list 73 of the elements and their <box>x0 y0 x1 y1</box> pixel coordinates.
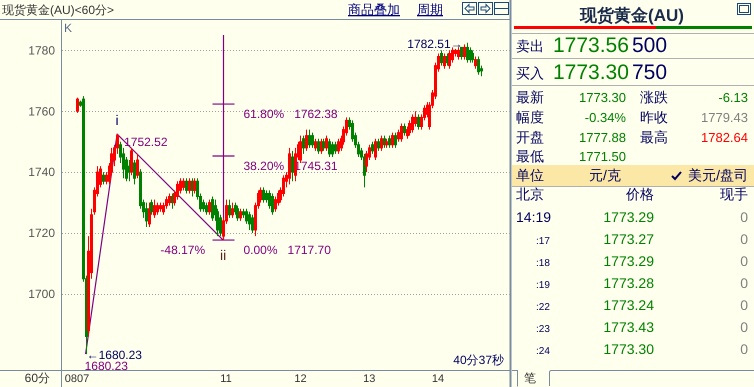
text: 1773.27 <box>603 231 654 247</box>
text: 1773.30 <box>553 61 629 84</box>
text: :23 <box>536 324 550 335</box>
annotation: 1782.51→ <box>407 36 463 51</box>
text: 单位 <box>516 167 544 183</box>
text: 最低 <box>516 148 544 164</box>
text: 60分 <box>24 371 50 385</box>
text: 1773.30 <box>579 90 626 105</box>
text: -0.34% <box>584 110 626 125</box>
text: :24 <box>536 346 550 357</box>
text: 昨收 <box>640 109 668 125</box>
text: 幅度 <box>516 109 544 125</box>
text: 现货黄金(AU) <box>579 6 684 25</box>
ref-line-label: 38.20% 1745.31 <box>244 159 338 174</box>
text: 0 <box>740 341 748 357</box>
annotation: 40分37秒 <box>453 353 504 367</box>
annotation: 1752.52 <box>124 135 168 150</box>
text: 0 <box>740 209 748 225</box>
text: 750 <box>632 61 668 84</box>
text: 1779.43 <box>701 110 748 125</box>
text: 1782.64 <box>701 130 748 145</box>
text: :18 <box>536 258 550 269</box>
ref-line-label: 0.00% 1717.70 <box>244 243 332 258</box>
text: 卖出 <box>516 38 544 54</box>
text: 1771.50 <box>579 149 626 164</box>
text: 1773.29 <box>603 253 654 269</box>
text: 现手 <box>720 186 748 202</box>
text: 1773.56 <box>553 34 629 57</box>
text: 笔 <box>524 371 536 385</box>
y-tick-label: 1700 <box>28 286 56 301</box>
text: 0 <box>740 275 748 291</box>
x-tick-label: 14 <box>432 373 444 385</box>
text: 1773.24 <box>603 297 654 313</box>
text: K <box>64 21 72 35</box>
text: 1777.88 <box>579 130 626 145</box>
text: 美元/盘司 <box>688 167 748 183</box>
text: 开盘 <box>516 129 544 145</box>
text: :22 <box>536 302 550 313</box>
y-tick-label: 1780 <box>28 43 56 58</box>
ref-line-label: 61.80% 1762.38 <box>244 107 338 122</box>
annotation: ii <box>220 247 226 264</box>
text: :19 <box>536 280 550 291</box>
text: 北京 <box>516 186 544 202</box>
text: 价格 <box>625 186 654 202</box>
annotation: i <box>116 112 119 128</box>
y-tick-label: 1760 <box>28 104 56 118</box>
chart-title: 现货黄金(AU)<60分> <box>2 3 114 17</box>
text: 0 <box>740 253 748 269</box>
x-tick-label: 0807 <box>64 373 90 385</box>
text: -6.13 <box>718 90 748 105</box>
y-tick-label: 1720 <box>28 226 56 240</box>
text: 商品叠加 <box>348 2 400 17</box>
x-tick-label: 12 <box>294 373 307 385</box>
text: 0 <box>740 297 748 313</box>
y-tick-label: 1740 <box>28 165 56 180</box>
text: 买入 <box>516 65 544 81</box>
text: 最新 <box>516 89 544 105</box>
text: 500 <box>632 34 668 57</box>
text: 1773.28 <box>603 275 654 291</box>
text: 0 <box>740 231 748 247</box>
text: 1773.43 <box>603 319 654 335</box>
annotation: -48.17% <box>160 243 206 258</box>
text: 14:19 <box>516 209 552 225</box>
text: 涨跌 <box>640 89 668 105</box>
text: :17 <box>536 236 550 247</box>
text: 周期 <box>417 2 443 17</box>
text: 1773.29 <box>603 209 654 225</box>
x-tick-label: 11 <box>220 373 232 385</box>
x-tick-label: 13 <box>363 373 376 385</box>
text: 元/克 <box>589 167 621 183</box>
text: 最高 <box>640 129 668 145</box>
text: 1773.30 <box>603 341 654 357</box>
text: 0 <box>740 319 748 335</box>
